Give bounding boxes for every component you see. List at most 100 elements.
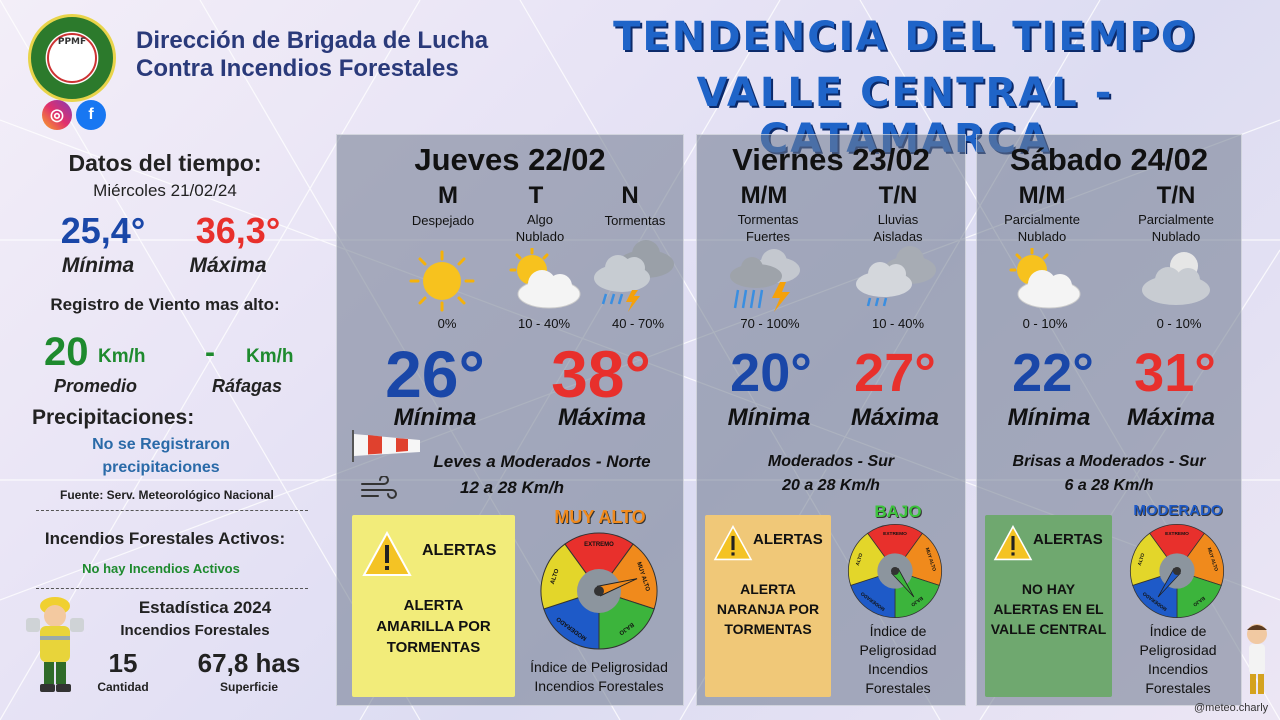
wind-avg-label: Promedio [54,376,138,396]
alert-text-line: ALERTA [403,597,464,614]
day-title: Viernes 23/02 [732,142,930,177]
alert-text-line: NO HAY [1021,581,1076,597]
gauge-label: ALTO [855,552,865,566]
author-avatar-icon [1247,624,1267,694]
alert-text: ALERTA AMARILLA POR TORMENTAS [352,595,515,658]
wind-forecast-line-1: Moderados - Sur [767,453,895,470]
precip-probability: 10 - 40% [517,316,571,331]
alert-box: ALERTAS ALERTA AMARILLA POR TORMENTAS [352,515,515,697]
organization-name: Dirección de Brigada de Lucha Contra Inc… [136,27,488,83]
alert-title: ALERTAS [422,542,497,559]
period-condition: Parcialmente Nublado [1138,212,1214,244]
gauge-pivot [1172,566,1182,576]
sun-icon [409,250,475,312]
precip-probability: 10 - 40% [871,316,925,331]
forecast-min-temp: 22° [1012,343,1094,403]
sun-cloud-icon [1009,248,1081,309]
gauge-label: EXTREMO [1165,531,1189,537]
observed-min-label: Mínima [61,254,135,277]
forecast-min-label: Mínima [393,404,477,431]
caption-line: Índice de Peligrosidad [530,659,668,675]
alert-text: NO HAY ALERTAS EN EL VALLE CENTRAL [985,579,1112,639]
period-condition: Lluvias Aisladas [873,212,923,244]
warning-icon [993,525,1033,561]
alert-text-line: NARANJA POR [716,601,820,617]
alert-text-line: ALERTA [740,581,796,597]
observed-min-temp: 25,4° [60,210,146,251]
caption-line: Incendios [868,661,928,677]
gauge-pivot [890,566,900,576]
gauge-pivot [594,586,604,596]
rain-cloud-icon [856,246,936,307]
forecast-max-label: Máxima [557,404,647,431]
caption-line: Incendios [1148,661,1208,677]
gauge-label: EXTREMO [584,542,614,548]
period-label: T [528,182,544,209]
active-fires-value: No hay Incendios Activos [82,561,240,576]
gauge-label: EXTREMO [883,531,907,537]
moon-cloud-icon [1142,252,1210,305]
caption-line: Forestales [865,680,931,696]
danger-level: MUY ALTO [554,507,646,527]
period-condition: Tormentas [604,213,666,228]
wind-avg-unit: Km/h [98,346,146,367]
stats-count: 15 [108,648,138,678]
wind-gust-unit: Km/h [246,346,294,367]
period-label: M/M [1018,182,1066,209]
gauge-label: ALTO [1137,552,1147,566]
instagram-icon[interactable]: ◎ [42,100,72,130]
danger-index-caption: Índice de Peligrosidad Incendios Foresta… [1116,622,1240,698]
org-line-1: Dirección de Brigada de Lucha [136,27,489,54]
gauge-label: ALTO [550,568,561,585]
firefighter-mascot-icon [26,597,84,692]
sun-cloud-icon [509,248,581,309]
org-line-2: Contra Incendios Forestales [136,55,459,82]
period-condition: Parcialmente Nublado [1004,212,1080,244]
brigade-logo: PPMF [28,14,116,102]
weather-data-title: Datos del tiempo: [68,150,262,176]
alert-text-line: VALLE CENTRAL [990,621,1107,637]
gauge-segment [867,524,923,572]
precip-probability: 0% [437,316,457,331]
precip-probability: 0 - 10% [1156,316,1202,331]
precip-probability: 0 - 10% [1022,316,1068,331]
alert-text-line: TORMENTAS [386,639,481,656]
data-source: Fuente: Serv. Meteorológico Nacional [60,488,274,502]
weather-data-date: Miércoles 21/02/24 [93,181,237,200]
danger-level: BAJO [874,502,922,521]
stats-title: Estadística 2024 [138,598,272,617]
heavy-storm-icon [730,249,800,312]
caption-line: Peligrosidad [859,642,937,658]
alert-text-line: TORMENTAS [724,621,812,637]
alert-title: ALERTAS [753,531,823,548]
stats-subtitle: Incendios Forestales [120,622,270,639]
wind-forecast-line-1: Leves a Moderados - Norte [433,452,651,471]
alert-text-line: ALERTAS EN EL [993,601,1104,617]
precipitation-line-2: precipitaciones [102,459,220,476]
period-label: M/M [740,182,788,209]
wind-gust-value: - [205,336,215,369]
gauge-segment [1149,524,1205,572]
caption-line: Índice de [1149,623,1207,639]
forecast-max-temp: 27° [854,343,936,403]
precipitation-line-1: No se Registraron [92,436,230,453]
wind-record-title: Registro de Viento mas alto: [50,295,280,314]
divider [36,588,308,589]
precip-probability: 70 - 100% [740,316,800,331]
stats-count-label: Cantidad [97,680,149,694]
wind-forecast-line-2: 12 a 28 Km/h [460,478,564,497]
logo-text: PPMF [57,37,87,47]
facebook-icon[interactable]: f [76,100,106,130]
day-title: Sábado 24/02 [1009,142,1209,177]
forecast-max-label: Máxima [1126,404,1216,431]
alert-text-line: AMARILLA POR [376,618,491,635]
stats-area: 67,8 has [197,648,301,678]
forecast-max-temp: 31° [1134,343,1216,403]
alert-box: ALERTAS ALERTA NARANJA POR TORMENTAS [705,515,831,697]
observed-max-temp: 36,3° [195,210,281,251]
period-condition: Algo Nublado [515,212,565,244]
warning-icon [362,531,412,576]
danger-level: MODERADO [1133,502,1223,519]
caption-line: Forestales [1145,680,1211,696]
